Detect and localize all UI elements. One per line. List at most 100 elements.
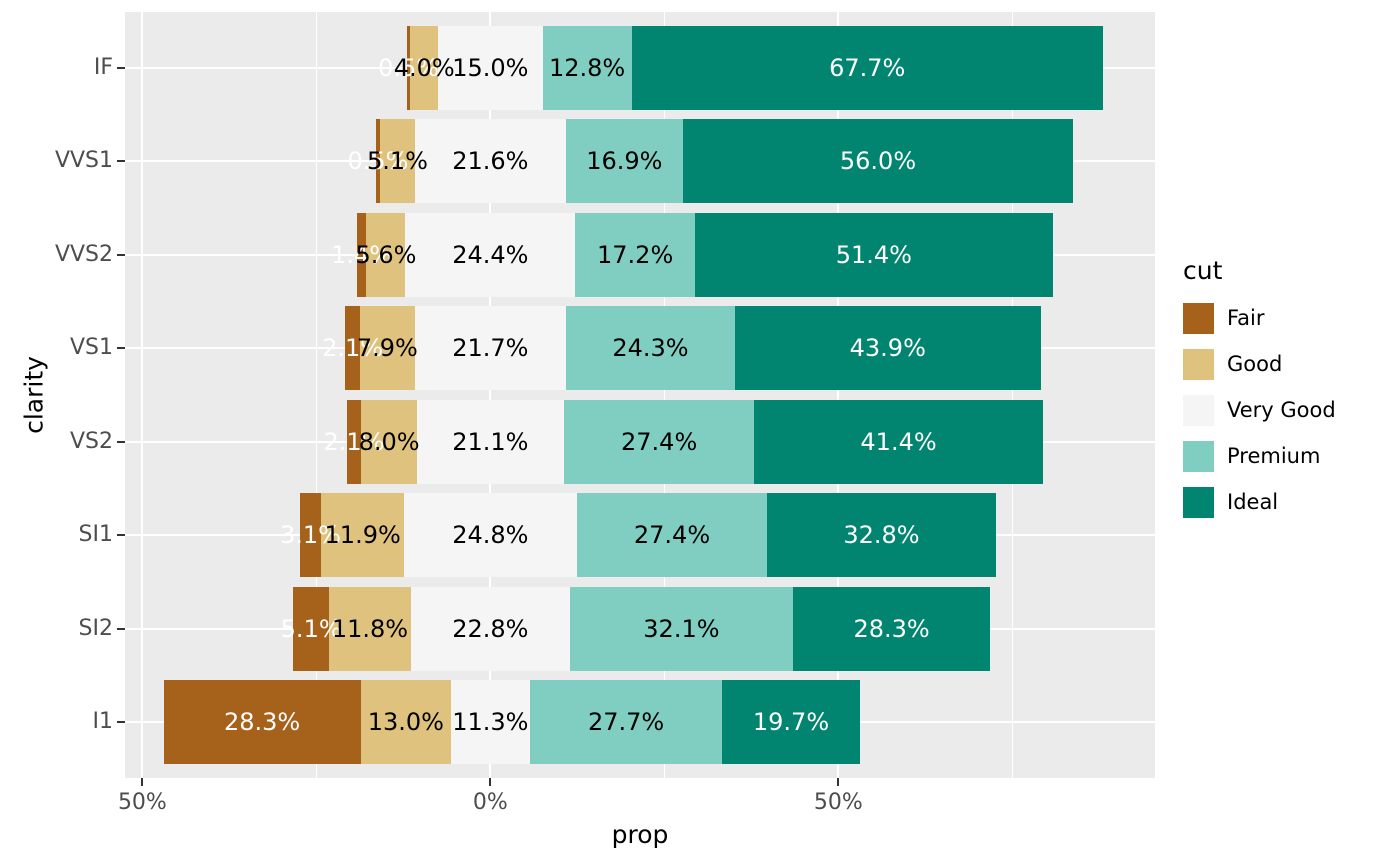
bar-segment-fair — [163, 679, 361, 764]
y-axis-tick-label: IF — [93, 55, 113, 81]
bar-segment-very-good — [451, 679, 530, 764]
bar-label: 22.8% — [452, 614, 529, 643]
bar-segment-good — [360, 679, 452, 764]
y-axis-tick-label: VVS2 — [54, 241, 113, 267]
bar-label: 43.9% — [849, 334, 926, 363]
bar-segment-premium — [576, 493, 768, 578]
y-axis-tick — [117, 534, 125, 537]
x-axis-title: prop — [611, 820, 669, 849]
bar-segment-premium — [529, 679, 723, 764]
legend-item-fair: Fair — [1183, 303, 1336, 334]
bar-segment-fair — [376, 119, 380, 204]
bar-segment-good — [410, 26, 439, 111]
bar-segment-ideal — [722, 679, 860, 764]
bar-label: 5.1% — [366, 147, 428, 176]
legend-item-premium: Premium — [1183, 441, 1336, 472]
legend-key-swatch — [1183, 487, 1214, 518]
bar-label: 11.3% — [452, 707, 529, 736]
bar-label: 24.8% — [452, 521, 529, 550]
y-axis-title: clarity — [19, 356, 49, 434]
bar-label: 0.5% — [347, 147, 409, 176]
gridline-minor — [315, 12, 317, 778]
bar-label: 67.7% — [829, 54, 906, 83]
bar-label: 27.7% — [587, 707, 665, 736]
legend-key-swatch — [1183, 349, 1214, 380]
bar-label: 51.4% — [835, 240, 912, 269]
y-axis-tick-label: SI2 — [78, 615, 113, 641]
bar-label: 2.1% — [323, 427, 385, 456]
bar-segment-fair — [293, 586, 329, 671]
bar-segment-very-good — [405, 212, 576, 297]
bar-label: 21.1% — [452, 427, 529, 456]
legend-label: Very Good — [1227, 398, 1336, 422]
bar-label: 8.0% — [358, 427, 420, 456]
legend: cut Fair Good Very Good Premium Ideal — [1183, 256, 1336, 533]
bar-label: 3.1% — [279, 521, 341, 550]
bar-label: 41.4% — [860, 427, 937, 456]
bar-segment-fair — [299, 493, 322, 578]
plot-panel: 0.5% 4.0% 15.0% 12.8% 67.7% 0.5% 5.1% 21.6% 16.9… — [125, 12, 1155, 778]
x-axis-tick — [837, 778, 840, 786]
x-axis-tick — [489, 778, 492, 786]
y-axis-tick-label: VS2 — [69, 428, 113, 454]
legend-key-swatch — [1183, 303, 1214, 334]
bar-label: 12.8% — [548, 54, 626, 83]
bar-label: 11.9% — [324, 521, 401, 550]
bar-label: 27.4% — [633, 521, 711, 550]
y-axis-tick — [117, 440, 125, 443]
bar-segment-good — [379, 119, 416, 204]
bar-segment-good — [361, 399, 417, 484]
bar-segment-fair — [406, 26, 411, 111]
bar-segment-very-good — [415, 119, 566, 204]
bar-segment-ideal — [767, 493, 996, 578]
y-axis-tick — [117, 347, 125, 350]
legend-item-good: Good — [1183, 349, 1336, 380]
bar-label: 11.8% — [331, 614, 409, 643]
bar-label: 21.7% — [452, 334, 529, 363]
bar-segment-premium — [569, 586, 794, 671]
y-axis-tick-label: I1 — [92, 708, 114, 734]
legend-label: Ideal — [1227, 490, 1279, 514]
legend-key-swatch — [1183, 441, 1214, 472]
x-axis-tick-label: 50% — [117, 790, 167, 815]
bar-label: 28.3% — [853, 614, 930, 643]
bar-label: 5.6% — [355, 240, 417, 269]
bar-label: 16.9% — [586, 147, 663, 176]
bar-segment-good — [328, 586, 412, 671]
bar-label: 24.3% — [612, 334, 689, 363]
bar-segment-ideal — [631, 26, 1103, 111]
bar-segment-ideal — [754, 399, 1043, 484]
y-axis-tick-label: SI1 — [78, 522, 113, 548]
bar-label: 27.4% — [621, 427, 698, 456]
bar-label: 0.5% — [378, 54, 440, 83]
x-axis-tick-label: 0% — [472, 790, 508, 815]
gridline-major — [489, 12, 492, 778]
bar-segment-good — [366, 212, 406, 297]
y-axis-tick-label: VS1 — [69, 335, 113, 361]
bar-label: 21.6% — [452, 147, 529, 176]
y-axis-tick — [117, 627, 125, 630]
y-axis-tick — [117, 720, 125, 723]
bar-segment-very-good — [416, 399, 564, 484]
bar-label: 56.0% — [839, 147, 917, 176]
legend-items: Fair Good Very Good Premium Ideal — [1183, 303, 1336, 518]
bar-label: 32.1% — [643, 614, 720, 643]
x-axis-tick — [141, 778, 144, 786]
legend-item-ideal: Ideal — [1183, 487, 1336, 518]
bar-label: 5.1% — [280, 614, 342, 643]
bar-label: 15.0% — [452, 54, 529, 83]
bar-segment-fair — [346, 399, 362, 484]
y-axis-tick — [117, 160, 125, 163]
bar-label: 1.4% — [331, 240, 393, 269]
y-axis-tick — [117, 253, 125, 256]
bar-segment-premium — [575, 212, 695, 297]
gridline-major — [837, 12, 840, 778]
bar-segment-good — [359, 306, 415, 391]
bar-segment-ideal — [793, 586, 991, 671]
bar-segment-good — [321, 493, 405, 578]
bar-label: 7.9% — [356, 334, 418, 363]
legend-label: Good — [1227, 352, 1283, 376]
bar-label: 28.3% — [223, 707, 301, 736]
bar-label: 2.1% — [322, 334, 384, 363]
bar-segment-fair — [356, 212, 367, 297]
